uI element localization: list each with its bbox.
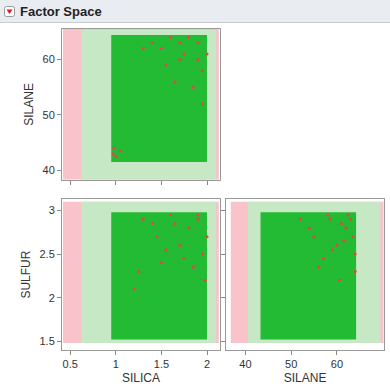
svg-text:2.5: 2.5 (40, 248, 55, 260)
svg-text:2: 2 (204, 358, 210, 370)
svg-text:1.5: 1.5 (40, 335, 55, 347)
html-text:Factor Space: Factor Space (20, 3, 102, 19)
svg-text:1.5: 1.5 (154, 358, 169, 370)
svg-text:50: 50 (285, 358, 297, 370)
svg-text:60: 60 (331, 358, 343, 370)
svg-text:0.5: 0.5 (63, 358, 78, 370)
svg-text:3: 3 (49, 204, 55, 216)
svg-text:SILICA: SILICA (122, 371, 160, 385)
svg-text:40: 40 (43, 164, 55, 176)
svg-text:SILANE: SILANE (284, 371, 327, 385)
svg-text:1: 1 (113, 358, 119, 370)
svg-text:60: 60 (43, 53, 55, 65)
svg-text:50: 50 (43, 109, 55, 121)
svg-text:SULFUR: SULFUR (19, 250, 33, 298)
svg-text:2: 2 (49, 292, 55, 304)
svg-text:SILANE: SILANE (22, 83, 36, 126)
svg-text:40: 40 (239, 358, 251, 370)
